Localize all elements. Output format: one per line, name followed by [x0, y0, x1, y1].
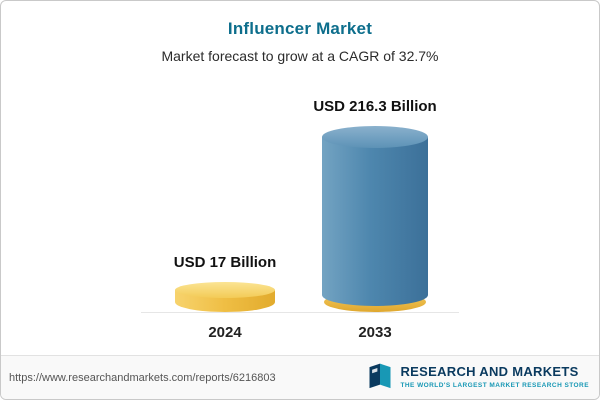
- page-subtitle: Market forecast to grow at a CAGR of 32.…: [161, 48, 439, 64]
- chart-baseline: [141, 312, 459, 313]
- year-label-2024: 2024: [208, 324, 242, 341]
- cylinder-chart: USD 17 Billion 2024 USD 216.3 Billion 20…: [1, 79, 599, 355]
- logo-name: RESEARCH AND MARKETS: [400, 364, 579, 380]
- bar-group-2024: USD 17 Billion 2024: [155, 254, 295, 341]
- page-title: Influencer Market: [227, 19, 373, 38]
- cylinder-2024: [175, 282, 275, 312]
- footer: https://www.researchandmarkets.com/repor…: [1, 355, 599, 399]
- bar-group-2033: USD 216.3 Billion 2033: [305, 98, 445, 341]
- logo-tagline: THE WORLD'S LARGEST MARKET RESEARCH STOR…: [400, 382, 589, 390]
- chart-header: Influencer Market Market forecast to gro…: [1, 1, 599, 64]
- year-label-2033: 2033: [358, 324, 392, 341]
- research-and-markets-logo: RESEARCH AND MARKETS THE WORLD'S LARGEST…: [366, 361, 589, 394]
- cylinder-2033-top: [322, 126, 428, 148]
- research-and-markets-logo-icon: [366, 361, 394, 394]
- cylinder-2024-top: [175, 282, 275, 298]
- report-url[interactable]: https://www.researchandmarkets.com/repor…: [9, 371, 276, 384]
- value-label-2033: USD 216.3 Billion: [313, 98, 437, 115]
- cylinder-2033: [322, 126, 428, 312]
- logo-text: RESEARCH AND MARKETS THE WORLD'S LARGEST…: [400, 364, 589, 390]
- value-label-2024: USD 17 Billion: [173, 254, 277, 271]
- cylinder-2033-body: [322, 137, 428, 306]
